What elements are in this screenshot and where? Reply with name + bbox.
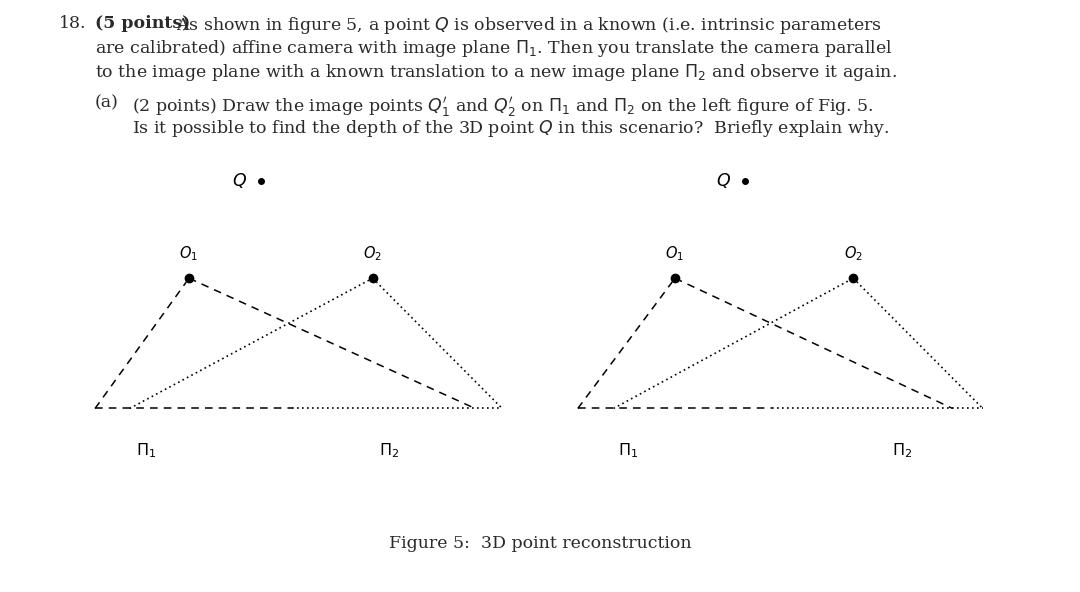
Text: (5 points): (5 points) bbox=[95, 15, 190, 32]
Text: Is it possible to find the depth of the 3D point $Q$ in this scenario?  Briefly : Is it possible to find the depth of the … bbox=[132, 118, 889, 139]
Text: $Q$: $Q$ bbox=[716, 171, 731, 190]
Text: $O_2$: $O_2$ bbox=[363, 244, 382, 263]
Text: $\Pi_1$: $\Pi_1$ bbox=[619, 441, 638, 460]
Text: $O_1$: $O_1$ bbox=[179, 244, 199, 263]
Text: $Q$: $Q$ bbox=[232, 171, 247, 190]
Text: $\Pi_2$: $\Pi_2$ bbox=[379, 441, 399, 460]
Text: $O_2$: $O_2$ bbox=[843, 244, 863, 263]
Text: $\Pi_1$: $\Pi_1$ bbox=[136, 441, 156, 460]
Text: (2 points) Draw the image points $Q_1^{\prime}$ and $Q_2^{\prime}$ on $\Pi_1$ an: (2 points) Draw the image points $Q_1^{\… bbox=[132, 95, 874, 119]
Text: $O_1$: $O_1$ bbox=[665, 244, 685, 263]
Text: $\Pi_2$: $\Pi_2$ bbox=[892, 441, 912, 460]
Text: are calibrated) affine camera with image plane $\Pi_1$. Then you translate the c: are calibrated) affine camera with image… bbox=[95, 38, 893, 59]
Text: Figure 5:  3D point reconstruction: Figure 5: 3D point reconstruction bbox=[389, 535, 691, 552]
Text: As shown in figure 5, a point $Q$ is observed in a known (i.e. intrinsic paramet: As shown in figure 5, a point $Q$ is obs… bbox=[176, 15, 882, 36]
Text: 18.: 18. bbox=[59, 15, 86, 32]
Text: (a): (a) bbox=[95, 95, 119, 112]
Text: to the image plane with a known translation to a new image plane $\Pi_2$ and obs: to the image plane with a known translat… bbox=[95, 62, 897, 83]
